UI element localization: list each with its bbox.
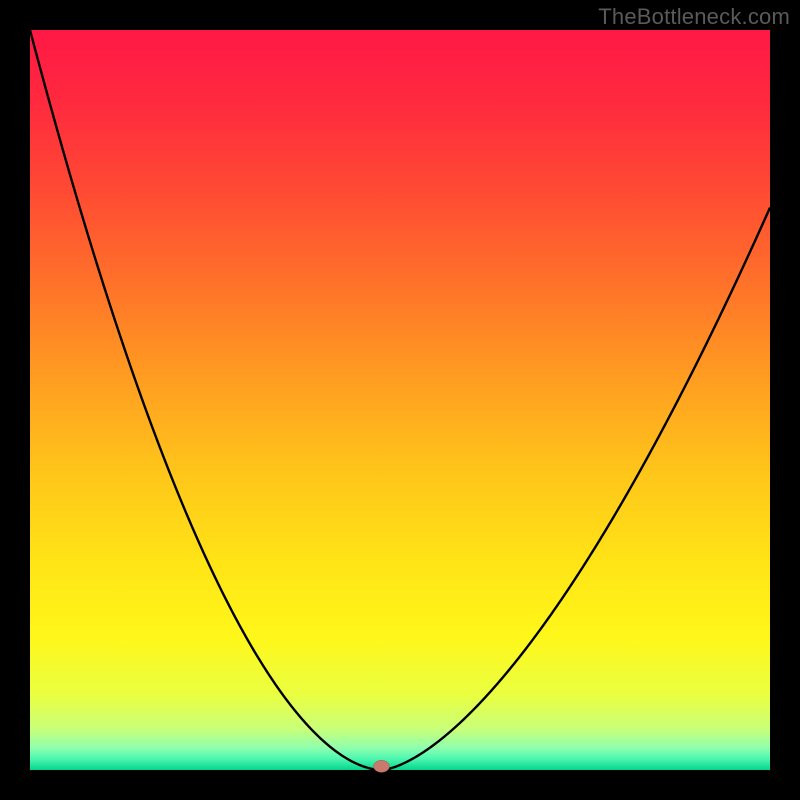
bottleneck-chart (0, 0, 800, 800)
chart-container: TheBottleneck.com (0, 0, 800, 800)
valley-marker (374, 760, 390, 772)
plot-area (30, 30, 770, 770)
watermark-text: TheBottleneck.com (598, 4, 790, 30)
